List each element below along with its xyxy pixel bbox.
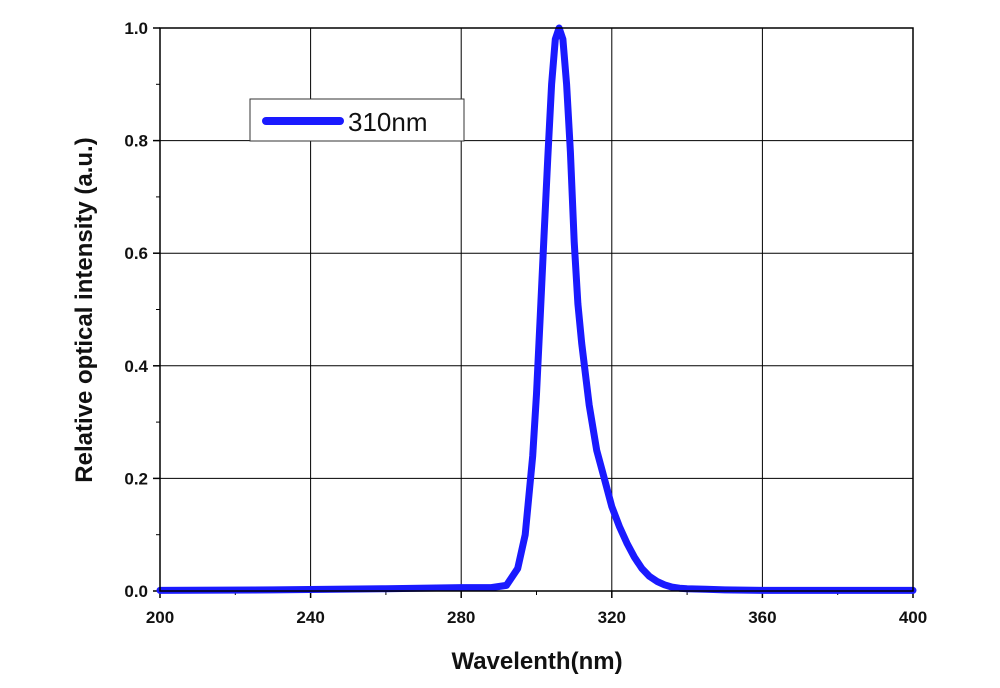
x-tick-label: 400: [899, 608, 927, 627]
x-tick-label: 360: [748, 608, 776, 627]
y-tick-label: 0.4: [124, 357, 148, 376]
y-axis-title: Relative optical intensity (a.u.): [71, 137, 98, 482]
x-axis-title: Wavelenth(nm): [451, 648, 622, 675]
axis-ticks: [153, 27, 914, 598]
y-tick-label: 0.2: [124, 469, 148, 488]
plot-frame: [159, 27, 914, 592]
y-tick-label: 0.8: [124, 132, 148, 151]
y-tick-label: 1.0: [124, 19, 148, 38]
y-tick-label: 0.6: [124, 244, 148, 263]
legend-label: 310nm: [348, 107, 428, 137]
x-tick-label: 200: [146, 608, 174, 627]
series-line-310nm: [156, 24, 917, 594]
tick-labels: 200 240 280 320 360 400 0.0 0.2 0.4 0.6 0.8 1.0: [124, 19, 927, 627]
x-tick-label: 240: [296, 608, 324, 627]
x-tick-label: 280: [447, 608, 475, 627]
y-tick-label: 0.0: [124, 582, 148, 601]
x-tick-label: 320: [598, 608, 626, 627]
series-layer: [156, 24, 917, 594]
legend: 310nm: [249, 98, 465, 142]
